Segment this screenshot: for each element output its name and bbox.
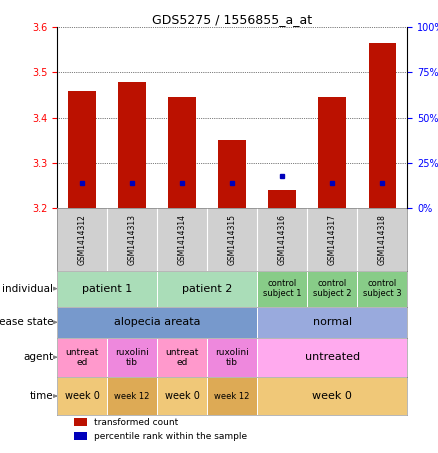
Text: patient 2: patient 2 xyxy=(182,284,232,294)
Text: week 12: week 12 xyxy=(114,391,150,400)
Bar xyxy=(257,376,407,415)
Bar xyxy=(107,376,157,415)
Bar xyxy=(57,338,107,376)
Title: GDS5275 / 1556855_a_at: GDS5275 / 1556855_a_at xyxy=(152,13,312,26)
Bar xyxy=(207,376,257,415)
Bar xyxy=(219,140,246,208)
Text: GSM1414312: GSM1414312 xyxy=(78,214,86,265)
Text: week 0: week 0 xyxy=(165,391,200,401)
Text: ruxolini
tib: ruxolini tib xyxy=(115,348,149,366)
Bar xyxy=(307,270,357,307)
Text: week 12: week 12 xyxy=(215,391,250,400)
Bar xyxy=(157,376,207,415)
Text: agent: agent xyxy=(23,352,53,362)
Bar xyxy=(118,82,146,208)
Text: time: time xyxy=(30,391,53,401)
Bar xyxy=(57,376,107,415)
Bar xyxy=(257,270,307,307)
Text: normal: normal xyxy=(313,317,352,327)
Text: disease state: disease state xyxy=(0,317,53,327)
Text: control
subject 3: control subject 3 xyxy=(363,280,402,298)
Bar xyxy=(74,432,87,440)
Bar xyxy=(74,418,87,426)
Bar xyxy=(268,190,296,208)
Text: individual: individual xyxy=(3,284,53,294)
Text: GSM1414313: GSM1414313 xyxy=(127,214,137,265)
Bar xyxy=(57,270,157,307)
Text: GSM1414314: GSM1414314 xyxy=(177,214,187,265)
Bar xyxy=(57,307,257,338)
Bar xyxy=(257,307,407,338)
Text: alopecia areata: alopecia areata xyxy=(114,317,200,327)
Bar xyxy=(68,91,96,208)
Text: control
subject 2: control subject 2 xyxy=(313,280,352,298)
Text: untreat
ed: untreat ed xyxy=(65,348,99,366)
Bar xyxy=(207,338,257,376)
Text: ruxolini
tib: ruxolini tib xyxy=(215,348,249,366)
Text: week 0: week 0 xyxy=(312,391,352,401)
Text: percentile rank within the sample: percentile rank within the sample xyxy=(94,432,247,441)
Bar xyxy=(318,97,346,208)
Bar xyxy=(157,270,257,307)
Bar xyxy=(368,43,396,208)
Text: GSM1414318: GSM1414318 xyxy=(378,214,387,265)
Bar xyxy=(168,97,196,208)
Text: week 0: week 0 xyxy=(64,391,99,401)
Bar xyxy=(157,338,207,376)
Text: transformed count: transformed count xyxy=(94,418,178,427)
Text: GSM1414316: GSM1414316 xyxy=(278,214,287,265)
Text: GSM1414315: GSM1414315 xyxy=(228,214,237,265)
Bar xyxy=(257,338,407,376)
Text: untreat
ed: untreat ed xyxy=(166,348,199,366)
Text: patient 1: patient 1 xyxy=(82,284,132,294)
Bar xyxy=(107,338,157,376)
Text: GSM1414317: GSM1414317 xyxy=(328,214,337,265)
Bar xyxy=(357,270,407,307)
Text: control
subject 1: control subject 1 xyxy=(263,280,301,298)
Text: untreated: untreated xyxy=(305,352,360,362)
